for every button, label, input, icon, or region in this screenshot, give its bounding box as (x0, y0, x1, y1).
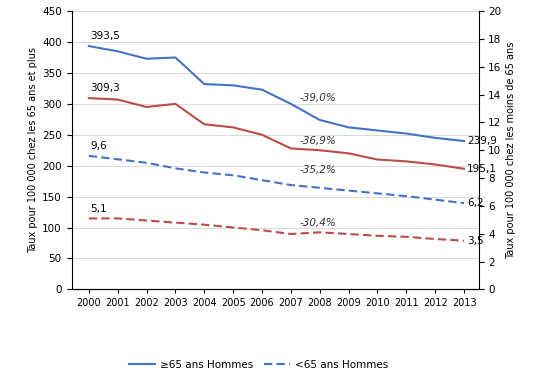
Text: -35,2%: -35,2% (300, 165, 336, 175)
Text: -30,4%: -30,4% (300, 218, 336, 228)
Text: 6,2: 6,2 (467, 198, 483, 208)
Text: 393,5: 393,5 (90, 31, 120, 41)
Text: -36,9%: -36,9% (300, 136, 336, 146)
Text: 5,1: 5,1 (90, 204, 107, 214)
Text: -39,0%: -39,0% (300, 93, 336, 103)
Text: 239,9: 239,9 (467, 136, 497, 146)
Text: 309,3: 309,3 (90, 83, 120, 93)
Text: 9,6: 9,6 (90, 141, 107, 151)
Text: 195,1: 195,1 (467, 164, 497, 174)
Y-axis label: Taux pour 100 000 chez les moins de 65 ans: Taux pour 100 000 chez les moins de 65 a… (505, 42, 516, 259)
Y-axis label: Taux pour 100 000 chez les 65 ans et plus: Taux pour 100 000 chez les 65 ans et plu… (28, 47, 38, 253)
Legend: ≥65 ans Hommes, ≥65 ans Femmes, <65 ans Hommes, <65 ans Femmes: ≥65 ans Hommes, ≥65 ans Femmes, <65 ans … (125, 356, 393, 371)
Text: 3,5: 3,5 (467, 236, 483, 246)
